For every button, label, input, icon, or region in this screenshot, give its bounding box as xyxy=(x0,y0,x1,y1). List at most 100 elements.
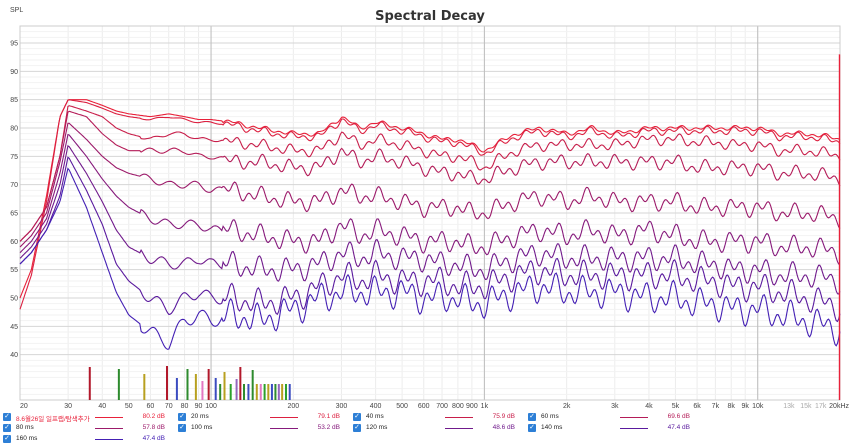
legend-checkbox[interactable]: ✓ xyxy=(3,435,11,443)
legend-label: 8.6월26일 일프랩/탐색추가 xyxy=(16,416,90,423)
legend-checkbox[interactable]: ✓ xyxy=(353,424,361,432)
impulse-bar xyxy=(270,384,273,400)
y-tick-label: 90 xyxy=(10,69,18,76)
impulse-bar xyxy=(259,384,262,400)
x-tick-label: 7k xyxy=(712,403,720,408)
x-tick-label: 90 xyxy=(195,403,203,408)
legend-label: 140 ms xyxy=(541,424,563,431)
y-tick-label: 50 xyxy=(10,296,18,303)
legend-item[interactable]: ✓ 8.6월26일 일프랩/탐색추가 80.2 dB xyxy=(3,412,173,423)
legend-swatch xyxy=(270,428,298,429)
x-tick-label: 5k xyxy=(672,403,680,408)
legend-item[interactable]: ✓ 120 ms 48.6 dB xyxy=(353,423,523,434)
impulse-bar xyxy=(281,384,284,400)
y-tick-label: 70 xyxy=(10,182,18,189)
x-tick-label: 900 xyxy=(466,403,478,408)
impulse-bar xyxy=(117,369,120,400)
series-line xyxy=(19,133,841,265)
series-line xyxy=(19,156,841,323)
x-tick-label: 40 xyxy=(98,403,106,408)
y-tick-label: 85 xyxy=(10,97,18,104)
x-tick-label: 70 xyxy=(165,403,173,408)
legend-checkbox[interactable]: ✓ xyxy=(528,413,536,421)
x-axis-ticks: 20 30 40 50 60 70 80 90 100 200 300 400 500 600 700 800… xyxy=(20,403,849,408)
y-tick-label: 40 xyxy=(10,352,18,359)
impulse-bar xyxy=(143,374,146,400)
legend: ✓ 8.6월26일 일프랩/탐색추가 80.2 dB ✓ 20 ms 79.1 dB ✓ 40… xyxy=(0,408,850,445)
legend-item[interactable]: ✓ 80 ms 57.8 dB xyxy=(3,423,173,434)
x-tick-label: 100 xyxy=(205,403,217,408)
series-line xyxy=(19,167,841,350)
legend-item[interactable]: ✓ 160 ms 47.4 dB xyxy=(3,434,173,445)
impulse-bar xyxy=(186,369,189,400)
x-tick-label: 200 xyxy=(287,403,299,408)
series-line xyxy=(19,99,841,310)
legend-value: 69.6 dB xyxy=(667,413,690,420)
legend-item[interactable]: ✓ 40 ms 75.9 dB xyxy=(353,412,523,423)
impulse-bar xyxy=(263,384,266,400)
y-axis-label: SPL xyxy=(10,7,23,14)
legend-swatch xyxy=(445,428,473,429)
impulse-bar xyxy=(207,369,210,400)
impulse-bar xyxy=(214,378,217,400)
legend-checkbox[interactable]: ✓ xyxy=(353,413,361,421)
legend-label: 20 ms xyxy=(191,413,209,420)
legend-label: 60 ms xyxy=(541,413,559,420)
impulse-bar xyxy=(243,384,246,400)
x-tick-label: 4k xyxy=(645,403,653,408)
legend-checkbox[interactable]: ✓ xyxy=(528,424,536,432)
impulse-bar xyxy=(194,374,197,400)
legend-swatch xyxy=(620,417,648,418)
legend-item[interactable]: ✓ 140 ms 47.4 dB xyxy=(528,423,698,434)
legend-checkbox[interactable]: ✓ xyxy=(3,424,11,432)
x-tick-label: 13k xyxy=(783,403,795,408)
impulse-bar xyxy=(166,366,169,400)
legend-swatch xyxy=(95,417,123,418)
legend-value: 57.8 dB xyxy=(142,424,165,431)
impulse-bar xyxy=(267,384,270,400)
legend-value: 48.6 dB xyxy=(492,424,515,431)
impulse-bar xyxy=(175,378,178,400)
legend-label: 120 ms xyxy=(366,424,388,431)
series-line xyxy=(19,110,841,242)
x-tick-label: 800 xyxy=(452,403,464,408)
legend-label: 160 ms xyxy=(16,435,38,442)
x-tick-label: 80 xyxy=(181,403,189,408)
legend-checkbox[interactable]: ✓ xyxy=(178,413,186,421)
series-line xyxy=(19,105,841,242)
legend-swatch xyxy=(270,417,298,418)
x-tick-label: 9k xyxy=(742,403,750,408)
legend-checkbox[interactable]: ✓ xyxy=(3,413,11,421)
legend-item[interactable]: ✓ 100 ms 53.2 dB xyxy=(178,423,348,434)
legend-value: 47.4 dB xyxy=(142,435,165,442)
legend-label: 80 ms xyxy=(16,424,34,431)
y-tick-label: 65 xyxy=(10,211,18,218)
series-line xyxy=(19,99,841,299)
x-tick-label: 10k xyxy=(752,403,764,408)
y-tick-label: 80 xyxy=(10,126,18,133)
legend-checkbox[interactable]: ✓ xyxy=(178,424,186,432)
y-tick-label: 75 xyxy=(10,154,18,161)
series-lines xyxy=(19,54,841,400)
legend-item[interactable]: ✓ 60 ms 69.6 dB xyxy=(528,412,698,423)
legend-value: 75.9 dB xyxy=(492,413,515,420)
y-tick-label: 55 xyxy=(10,267,18,274)
impulse-bar xyxy=(235,379,238,400)
impulse-bar xyxy=(288,384,291,400)
impulse-bar xyxy=(247,384,250,400)
x-tick-label: 700 xyxy=(436,403,448,408)
legend-value: 53.2 dB xyxy=(317,424,340,431)
x-tick-label: 17k xyxy=(815,403,827,408)
spectral-decay-chart: 40 45 50 55 60 65 70 75 80 85 90 95 20 30 40 50 60 70 80 9… xyxy=(10,7,849,408)
impulse-bar xyxy=(229,384,232,400)
x-tick-label: 50 xyxy=(125,403,133,408)
impulse-bar xyxy=(251,370,254,400)
series-line xyxy=(19,145,841,295)
legend-label: 100 ms xyxy=(191,424,213,431)
impulse-bar xyxy=(277,384,280,400)
legend-swatch xyxy=(445,417,473,418)
legend-item[interactable]: ✓ 20 ms 79.1 dB xyxy=(178,412,348,423)
legend-value: 79.1 dB xyxy=(317,413,340,420)
y-tick-label: 60 xyxy=(10,239,18,246)
impulse-bar xyxy=(284,384,287,400)
